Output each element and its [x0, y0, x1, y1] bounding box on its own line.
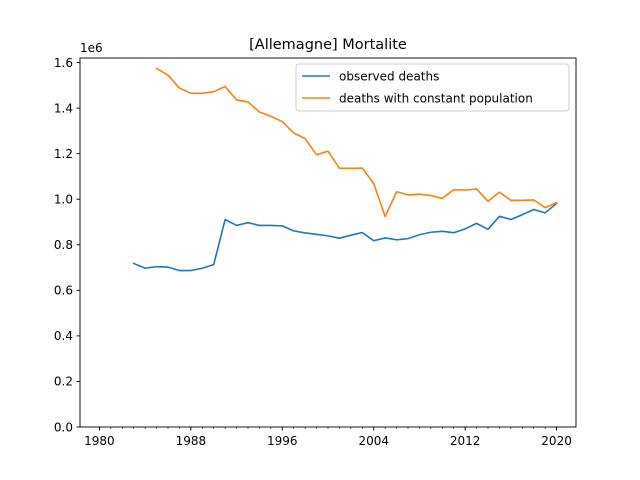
y-tick-label: 1.2	[54, 147, 73, 161]
y-tick-label: 0.8	[54, 238, 73, 252]
chart-title: [Allemagne] Mortalite	[249, 37, 407, 53]
x-tick-label: 2004	[358, 434, 389, 448]
legend: observed deaths deaths with constant popu…	[295, 63, 570, 112]
y-tick-label: 1.4	[54, 101, 73, 115]
x-axis: 1980 1988 1996 2004 2012 2020	[84, 427, 572, 448]
series-line-1	[132, 202, 558, 272]
y-axis-scale-label: 1e6	[80, 41, 103, 55]
legend-label-1: observed deaths	[339, 70, 439, 84]
y-axis: 0.0 0.2 0.4 0.6 0.8 1.0 1.2 1.4 1.6	[54, 56, 80, 434]
x-tick-label: 1988	[176, 434, 207, 448]
series-line-2	[155, 67, 558, 218]
y-tick-label: 1.0	[54, 193, 73, 207]
x-tick-label: 1980	[84, 434, 115, 448]
y-tick-label: 0.0	[54, 420, 73, 434]
y-tick-label: 1.6	[54, 56, 73, 70]
y-tick-label: 0.6	[54, 284, 73, 298]
legend-box	[295, 63, 570, 112]
legend-label-2: deaths with constant population	[339, 92, 533, 106]
y-tick-label: 0.4	[54, 329, 73, 343]
x-tick-label: 1996	[267, 434, 298, 448]
x-tick-label: 2020	[541, 434, 572, 448]
x-tick-label: 2012	[450, 434, 481, 448]
y-tick-label: 0.2	[54, 375, 73, 389]
